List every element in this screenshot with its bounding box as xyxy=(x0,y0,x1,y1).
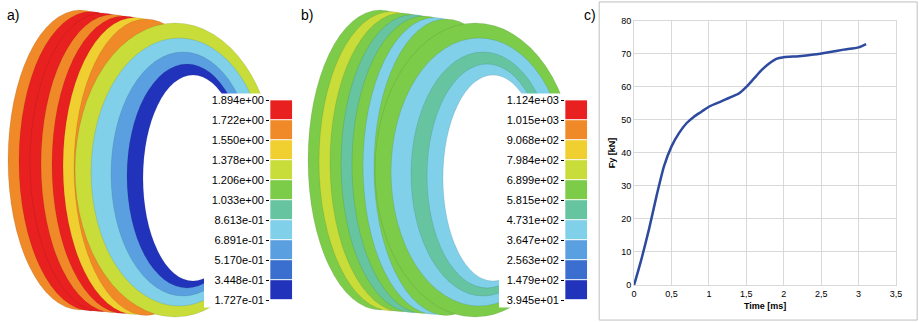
svg-text:Fy [kN]: Fy [kN] xyxy=(607,138,617,169)
svg-text:2,5: 2,5 xyxy=(815,289,828,299)
svg-text:3: 3 xyxy=(856,289,861,299)
svg-text:5.815e+02: 5.815e+02 xyxy=(507,194,559,206)
svg-text:3.945e+01: 3.945e+01 xyxy=(507,294,559,306)
svg-text:9.068e+02: 9.068e+02 xyxy=(507,134,559,146)
svg-text:8.613e-01: 8.613e-01 xyxy=(214,214,264,226)
svg-text:1: 1 xyxy=(706,289,711,299)
svg-text:30: 30 xyxy=(621,181,631,191)
svg-text:1.378e+00: 1.378e+00 xyxy=(212,154,264,166)
svg-text:3,5: 3,5 xyxy=(890,289,903,299)
svg-text:0,5: 0,5 xyxy=(665,289,678,299)
svg-text:1.550e+00: 1.550e+00 xyxy=(212,134,264,146)
svg-text:3.647e+02: 3.647e+02 xyxy=(507,234,559,246)
svg-text:1.124e+03: 1.124e+03 xyxy=(507,94,559,106)
svg-text:2.563e+02: 2.563e+02 xyxy=(507,254,559,266)
svg-text:Time [ms]: Time [ms] xyxy=(744,301,786,311)
svg-text:1.722e+00: 1.722e+00 xyxy=(212,114,264,126)
svg-text:60: 60 xyxy=(621,82,631,92)
svg-text:a): a) xyxy=(7,7,19,23)
svg-text:1.015e+03: 1.015e+03 xyxy=(507,114,559,126)
svg-text:70: 70 xyxy=(621,49,631,59)
svg-text:10: 10 xyxy=(621,247,631,257)
svg-text:1,5: 1,5 xyxy=(740,289,753,299)
svg-text:50: 50 xyxy=(621,115,631,125)
svg-text:1.033e+00: 1.033e+00 xyxy=(212,194,264,206)
svg-text:1.894e+00: 1.894e+00 xyxy=(212,94,264,106)
svg-text:b): b) xyxy=(301,7,313,23)
svg-text:20: 20 xyxy=(621,214,631,224)
svg-text:6.891e-01: 6.891e-01 xyxy=(214,234,264,246)
svg-text:4.731e+02: 4.731e+02 xyxy=(507,214,559,226)
svg-text:2: 2 xyxy=(781,289,786,299)
svg-text:3.448e-01: 3.448e-01 xyxy=(214,274,264,286)
svg-text:0: 0 xyxy=(626,280,631,290)
svg-text:6.899e+02: 6.899e+02 xyxy=(507,174,559,186)
svg-text:1.727e-01: 1.727e-01 xyxy=(214,294,264,306)
svg-text:80: 80 xyxy=(621,16,631,26)
svg-text:7.984e+02: 7.984e+02 xyxy=(507,154,559,166)
svg-text:1.479e+02: 1.479e+02 xyxy=(507,274,559,286)
svg-text:0: 0 xyxy=(632,289,637,299)
svg-text:40: 40 xyxy=(621,148,631,158)
svg-text:5.170e-01: 5.170e-01 xyxy=(214,254,264,266)
svg-text:c): c) xyxy=(584,7,596,23)
svg-text:1.206e+00: 1.206e+00 xyxy=(212,174,264,186)
